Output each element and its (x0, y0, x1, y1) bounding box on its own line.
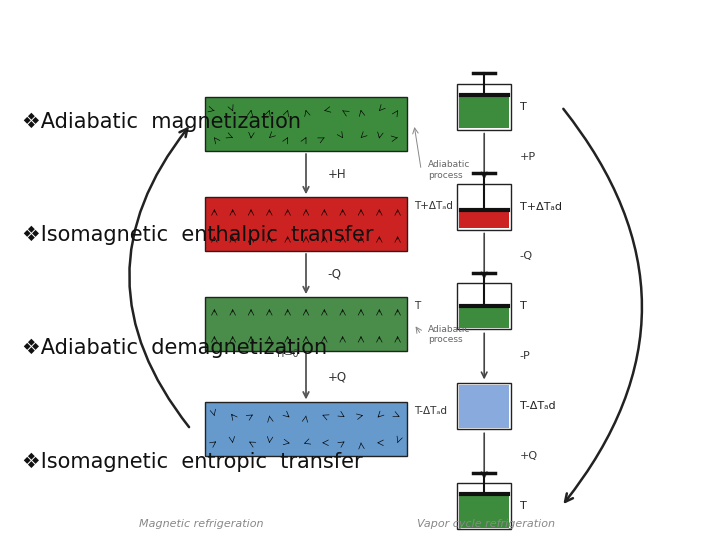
Text: T-ΔTₐd: T-ΔTₐd (414, 407, 447, 416)
Bar (205, 402, 407, 456)
Text: T: T (520, 102, 526, 112)
FancyArrowPatch shape (130, 129, 189, 427)
Text: ❖Isomagnetic  enthalpic  transfer: ❖Isomagnetic enthalpic transfer (22, 225, 373, 245)
Text: T: T (414, 301, 420, 311)
Text: T: T (520, 501, 526, 511)
Bar (457, 483, 511, 529)
Text: -P: -P (520, 352, 531, 361)
Bar (205, 197, 407, 251)
Bar (457, 383, 511, 429)
Text: ❖Adiabatic  demagnetization: ❖Adiabatic demagnetization (22, 338, 327, 359)
Bar (459, 211, 509, 228)
Bar (205, 97, 407, 151)
Bar (457, 284, 511, 329)
Text: T+ΔTₐd: T+ΔTₐd (414, 201, 453, 211)
Text: +Q: +Q (520, 451, 538, 461)
Bar (457, 184, 511, 230)
Text: H=0: H=0 (277, 349, 299, 359)
Text: T-ΔTₐd: T-ΔTₐd (520, 401, 555, 411)
Text: Adiabatic
process: Adiabatic process (428, 325, 471, 345)
Bar (459, 95, 509, 128)
Text: Vapor cycle refrigeration: Vapor cycle refrigeration (417, 519, 555, 529)
Text: T: T (520, 301, 526, 312)
Text: -Q: -Q (328, 267, 341, 281)
Bar (459, 306, 509, 328)
Text: T+ΔTₐd: T+ΔTₐd (520, 201, 562, 212)
Text: -Q: -Q (520, 252, 533, 261)
Text: +P: +P (520, 152, 536, 161)
Text: ❖Adiabatic  magnetization: ❖Adiabatic magnetization (22, 111, 301, 132)
Text: +Q: +Q (328, 370, 347, 383)
Bar (459, 385, 509, 428)
Text: +H: +H (328, 167, 346, 181)
Text: ❖Isomagnetic  entropic  transfer: ❖Isomagnetic entropic transfer (22, 451, 362, 472)
Bar (205, 297, 407, 351)
Text: Magnetic refrigeration: Magnetic refrigeration (140, 519, 264, 529)
Bar (459, 495, 509, 528)
Text: Adiabatic
process: Adiabatic process (428, 160, 471, 180)
Bar (457, 84, 511, 130)
FancyArrowPatch shape (563, 109, 642, 502)
